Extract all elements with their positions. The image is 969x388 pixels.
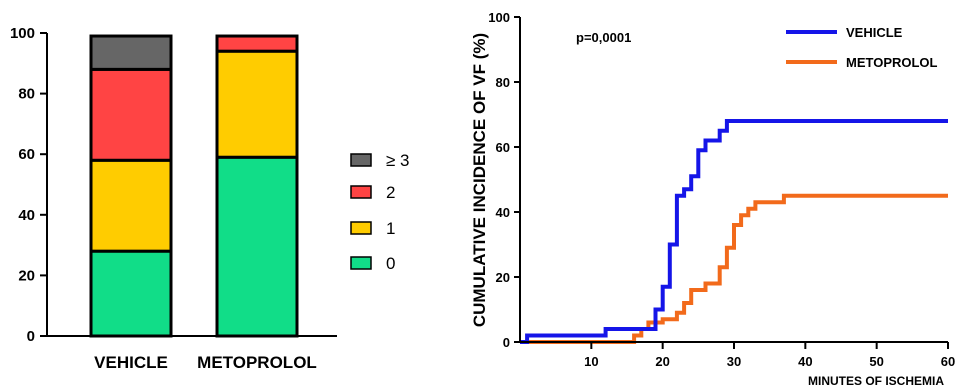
- legend-label-0: 0: [386, 254, 395, 273]
- legend-swatch-ge3: [350, 153, 372, 167]
- bar-y-tick-label: 20: [18, 267, 35, 284]
- bar-y-tick-label: 60: [18, 146, 35, 163]
- bar-y-tick-label: 0: [27, 328, 35, 345]
- legend-swatch-1: [350, 221, 372, 235]
- p-value-annotation: p=0,0001: [576, 30, 631, 45]
- line-y-ticks: 0 20 40 60 80 100: [488, 10, 520, 350]
- bar-y-ticks: 0 20 40 60 80 100: [10, 25, 47, 345]
- line-x-tick-label: 60: [941, 354, 955, 369]
- legend-label-1: 1: [386, 219, 395, 238]
- line-y-tick-label: 80: [496, 75, 510, 90]
- bar-segment-vehicle-3: [89, 34, 173, 71]
- y-axis-label: CUMULATIVE INCIDENCE OF VF (%): [470, 33, 489, 327]
- line-x-tick-label: 10: [584, 354, 598, 369]
- line-y-tick-label: 60: [496, 140, 510, 155]
- bar-legend: ≥ 3 2 1 0: [350, 151, 410, 273]
- category-label-metoprolol: METOPROLOL: [197, 353, 317, 372]
- line-x-tick-label: 20: [655, 354, 669, 369]
- bar-segment-vehicle-2: [89, 67, 173, 162]
- bar-y-tick-label: 80: [18, 86, 35, 103]
- bar-segment-vehicle-0: [89, 249, 173, 338]
- bar-y-tick-label: 100: [10, 25, 35, 42]
- bar-segment-metoprolol-2: [215, 34, 299, 53]
- series-line-metoprolol: [520, 193, 948, 344]
- line-y-tick-label: 0: [503, 335, 510, 350]
- series-line-vehicle: [520, 119, 948, 344]
- line-y-tick-label: 100: [488, 10, 510, 25]
- bar-segment-vehicle-1: [89, 158, 173, 253]
- bar-y-tick-label: 40: [18, 207, 35, 224]
- line-y-tick-label: 40: [496, 205, 510, 220]
- line-x-tick-label: 50: [869, 354, 883, 369]
- line-y-tick-label: 20: [496, 270, 510, 285]
- bar-marks: [89, 34, 299, 338]
- legend-label-2: 2: [386, 183, 395, 202]
- cumulative-incidence-chart: 0 20 40 60 80 100 10 20 30 40 50 60 CUMULATIVE INC…: [470, 10, 955, 388]
- line-x-ticks: 10 20 30 40 50 60: [584, 342, 955, 369]
- legend-label-ge3: ≥ 3: [386, 151, 410, 170]
- x-axis-label: MINUTES OF ISCHEMIA: [808, 374, 944, 388]
- legend-label-metoprolol: METOPROLOL: [846, 55, 938, 70]
- category-label-vehicle: VEHICLE: [94, 353, 168, 372]
- legend-label-vehicle: VEHICLE: [846, 25, 903, 40]
- line-x-tick-label: 40: [798, 354, 812, 369]
- bar-segment-metoprolol-0: [215, 155, 299, 338]
- legend-swatch-2: [350, 185, 372, 199]
- line-x-tick-label: 30: [727, 354, 741, 369]
- line-marks: [520, 119, 948, 344]
- legend-swatch-0: [350, 256, 372, 270]
- bar-segment-metoprolol-1: [215, 49, 299, 159]
- line-legend: VEHICLE METOPROLOL: [786, 25, 938, 70]
